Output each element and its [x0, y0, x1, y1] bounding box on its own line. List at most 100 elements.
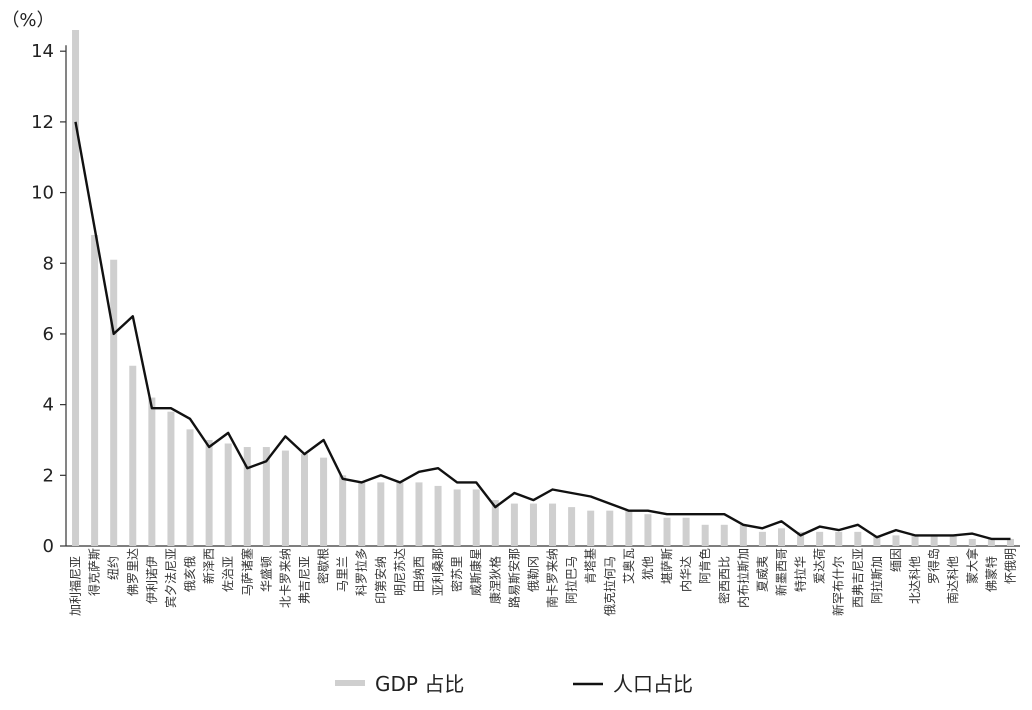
gdp-bar	[377, 482, 385, 546]
x-category-label: 罗得岛	[926, 548, 941, 584]
population-point	[285, 436, 286, 437]
x-category-label: 密苏里	[449, 556, 464, 592]
x-category-label: 俄亥俄	[183, 556, 197, 592]
x-category-label: 南卡罗来纳	[545, 548, 560, 608]
gdp-bar	[797, 531, 805, 546]
x-category-label: 缅因	[889, 548, 903, 572]
x-category-label: 华盛顿	[258, 556, 273, 592]
x-category-label: 马里兰	[336, 556, 350, 592]
population-point	[762, 528, 763, 529]
gdp-bar	[682, 517, 690, 546]
gdp-bar	[1006, 538, 1014, 546]
x-category-label: 怀俄明	[1004, 548, 1018, 584]
x-category-label: 特拉华	[793, 556, 808, 592]
x-category-label: 佛蒙特	[983, 556, 998, 592]
gdp-bar	[453, 489, 461, 546]
population-point	[609, 503, 610, 504]
x-category-label: 南达科他	[945, 556, 960, 604]
gdp-bar	[835, 531, 843, 546]
y-tick-label: 14	[31, 41, 54, 62]
population-point	[418, 471, 419, 472]
population-point	[476, 482, 477, 483]
x-category-label: 夏威夷	[754, 556, 769, 592]
x-category-label: 阿肯色	[698, 548, 712, 584]
gdp-bar	[739, 524, 747, 546]
gdp-bar	[129, 365, 137, 546]
population-point	[323, 439, 324, 440]
gdp-bar	[949, 535, 957, 546]
population-point	[209, 446, 210, 447]
population-point	[304, 454, 305, 455]
gdp-bar	[510, 503, 518, 546]
gdp-bar	[186, 429, 194, 546]
x-category-label: 纽约	[106, 556, 121, 580]
x-category-label: 犹他	[641, 556, 655, 580]
population-point	[113, 333, 114, 334]
gdp-bar	[205, 439, 213, 546]
gdp-bar	[549, 503, 557, 546]
population-point	[724, 514, 725, 515]
population-point	[266, 461, 267, 462]
gdp-bar	[911, 535, 919, 546]
y-tick-label: 10	[31, 183, 54, 204]
x-category-label: 弗吉尼亚	[298, 556, 312, 604]
population-point	[189, 418, 190, 419]
axes: 0 2 4 6 8 10 12 14	[31, 41, 1020, 557]
x-category-label: 亚利桑那	[431, 548, 445, 596]
x-category-label: 宾夕法尼亚	[163, 548, 178, 608]
gdp-bar	[625, 510, 633, 546]
population-point	[170, 408, 171, 409]
population-point	[705, 514, 706, 515]
x-category-label: 伊利诺伊	[145, 556, 159, 604]
population-point	[743, 524, 744, 525]
y-tick-label: 2	[43, 465, 54, 486]
gdp-bar	[91, 234, 99, 546]
population-point	[437, 468, 438, 469]
population-point	[151, 408, 152, 409]
legend: GDP 占比 人口占比	[335, 672, 693, 696]
gdp-bar	[873, 535, 881, 546]
x-category-label: 西弗吉尼亚	[851, 548, 865, 608]
gdp-bar	[110, 259, 118, 546]
gdp-bar	[529, 503, 537, 546]
gdp-bar	[396, 482, 404, 546]
gdp-bar	[606, 510, 614, 546]
population-point	[628, 510, 629, 511]
x-category-label: 明尼苏达	[393, 548, 407, 596]
gdp-bar	[758, 531, 766, 546]
y-tick-label: 12	[31, 112, 54, 133]
x-category-label: 威斯康星	[468, 548, 483, 596]
gdp-bar	[778, 528, 785, 546]
x-category-label: 堪萨斯	[660, 548, 674, 584]
gdp-bar	[930, 535, 938, 546]
x-category-label: 北达科他	[908, 556, 922, 604]
population-point	[857, 524, 858, 525]
gdp-bar	[701, 524, 709, 546]
population-point	[800, 535, 801, 536]
population-point	[571, 492, 572, 493]
population-point	[876, 537, 877, 538]
legend-swatch-gdp	[335, 680, 365, 686]
y-tick-label: 6	[43, 324, 54, 345]
population-point	[972, 533, 973, 534]
population-point	[781, 521, 782, 522]
gdp-bar	[816, 531, 824, 546]
x-category-label: 北卡罗来纳	[278, 548, 292, 608]
x-category-label: 艾奥瓦	[622, 548, 636, 584]
x-category-label: 路易斯安那	[506, 548, 521, 608]
population-line	[74, 121, 1011, 541]
x-category-label: 蒙大拿	[964, 548, 979, 584]
population-point	[686, 514, 687, 515]
population-point	[552, 489, 553, 490]
gdp-bar	[644, 514, 652, 546]
population-point	[914, 535, 915, 536]
x-category-label: 佛罗里达	[126, 548, 140, 596]
gdp-bar	[491, 500, 499, 546]
x-category-label: 科罗拉多	[354, 548, 369, 596]
population-point	[75, 121, 76, 122]
gdp-bar	[892, 535, 900, 546]
population-point	[895, 529, 896, 530]
x-category-label: 爱达荷	[813, 548, 827, 584]
gdp-bar	[148, 397, 156, 546]
x-category-label: 加利福尼亚	[68, 556, 83, 616]
